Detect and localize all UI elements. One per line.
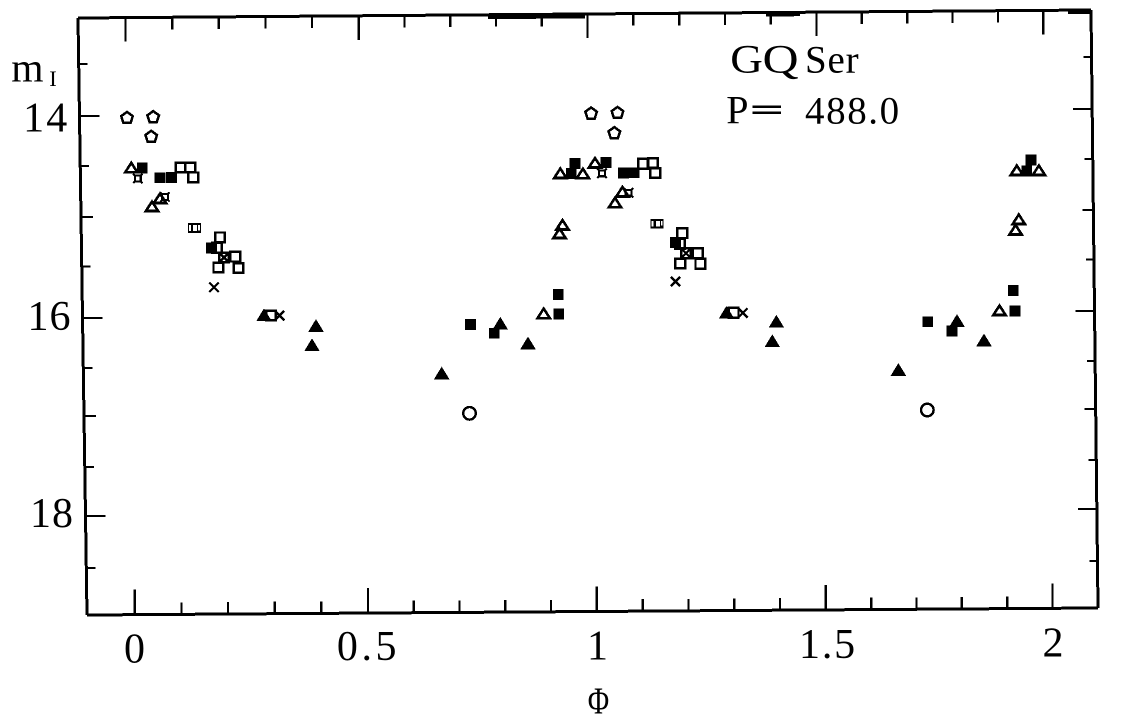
svg-text:m: m xyxy=(11,45,43,91)
svg-text:Q: Q xyxy=(763,37,799,81)
svg-text:0: 0 xyxy=(124,627,145,673)
svg-text:18: 18 xyxy=(30,491,74,537)
svg-text:14: 14 xyxy=(23,96,69,142)
svg-text:1.5: 1.5 xyxy=(799,622,857,668)
svg-text:2: 2 xyxy=(1043,621,1064,667)
svg-text:P: P xyxy=(726,88,748,133)
svg-text:G: G xyxy=(730,38,763,82)
svg-text:488.0: 488.0 xyxy=(805,90,901,133)
svg-text:0.5: 0.5 xyxy=(337,624,400,670)
svg-text:16: 16 xyxy=(28,294,72,340)
svg-text:Φ: Φ xyxy=(588,681,609,720)
svg-text:Ser: Ser xyxy=(805,38,859,81)
svg-text:1: 1 xyxy=(587,624,608,670)
svg-text:I: I xyxy=(49,66,57,91)
